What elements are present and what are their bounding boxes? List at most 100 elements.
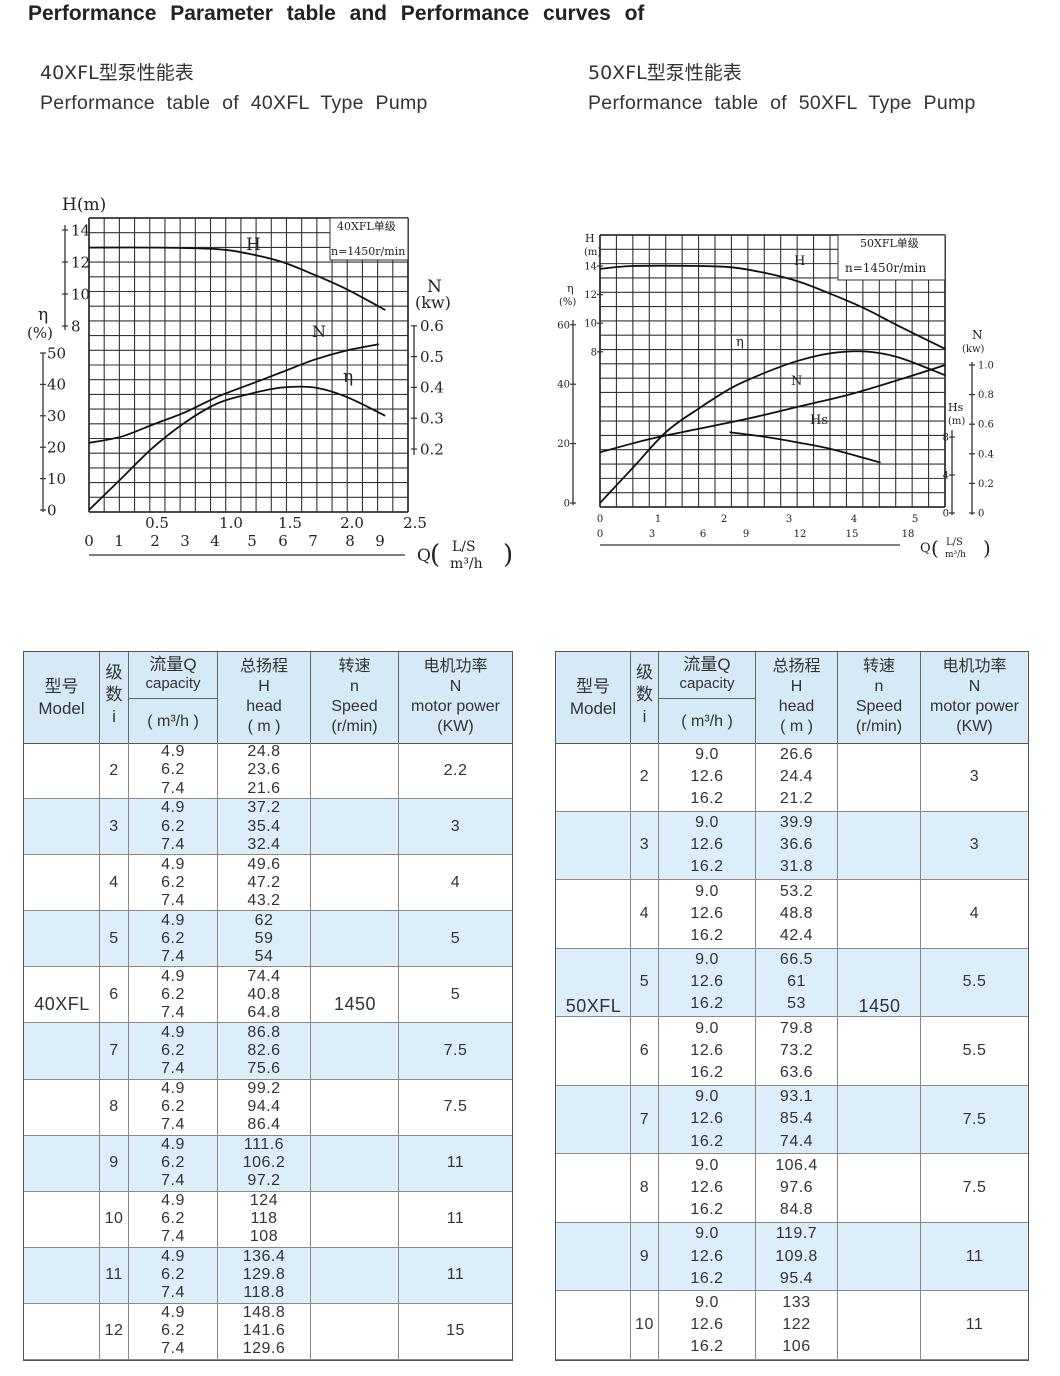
chart-50xfl: H (m) η (%) N (kw) Hs (m) 50XFL单级 n=1450r/min Hη N H… [557, 232, 994, 560]
capacity-value: 16.2 [690, 1132, 724, 1150]
head-value: 37.2 [247, 799, 281, 817]
stage-value: 2 [639, 767, 650, 785]
capacity-value: 7.4 [161, 1284, 185, 1302]
x-tick-label-m3h: 1 [114, 532, 124, 550]
head-value: 64.8 [247, 1003, 281, 1021]
chart-title: 40XFL单级 [337, 220, 396, 233]
power-value: 5.5 [962, 1041, 987, 1059]
head-cell: 111.6 106.2 97.2 [218, 1135, 311, 1191]
capacity-value: 7.4 [161, 947, 185, 965]
head-value: 24.4 [779, 767, 814, 785]
head-value: 148.8 [242, 1304, 286, 1322]
header-model: 型号 Model [556, 652, 631, 743]
x-tick-label-m3h: 8 [345, 532, 355, 550]
head-cell: 119.7 109.8 95.4 [756, 1222, 838, 1291]
capacity-cell: 4.9 6.2 7.4 [129, 1023, 218, 1079]
curve-label-h: H [794, 254, 805, 269]
tick-label-eta: 10 [47, 470, 66, 488]
tick-label-hs: 4 [943, 471, 949, 482]
stage-cell: 2 [100, 743, 129, 799]
stage-value: 6 [109, 985, 119, 1003]
model-name: 40XFL [34, 994, 90, 1014]
chart-subtitle: n=1450r/min [845, 261, 926, 275]
tick-label-n: 1.0 [978, 361, 994, 372]
capacity-cell: 9.0 12.6 16.2 [659, 1222, 756, 1291]
tick-label-n: 0.6 [978, 420, 994, 431]
head-cell: 133 122 106 [756, 1291, 838, 1359]
q-axis-label: Q [417, 546, 431, 566]
page-title: Performance Parameter table and Performa… [28, 2, 645, 25]
title-box [329, 217, 409, 261]
model-cell [556, 743, 631, 811]
capacity-cell: 4.9 6.2 7.4 [129, 911, 218, 967]
capacity-value: 12.6 [690, 1110, 724, 1128]
table-row: 4 9.0 12.6 16.2 53.2 48.8 42.4 4 [556, 880, 1028, 949]
stage-value: 7 [109, 1041, 119, 1059]
capacity-cell: 4.9 6.2 7.4 [129, 743, 218, 799]
head-value: 35.4 [247, 817, 281, 835]
n-axis-unit: (kw) [415, 293, 451, 312]
head-value: 86.4 [247, 1116, 281, 1134]
capacity-value: 7.4 [161, 1060, 185, 1078]
capacity-cell: 4.9 6.2 7.4 [129, 1079, 218, 1135]
speed-cell [311, 1135, 399, 1191]
table-row: 2 4.9 6.2 7.4 24.8 23.6 21.6 2.2 [24, 743, 512, 800]
capacity-cell: 4.9 6.2 7.4 [129, 799, 218, 855]
curve-eta [88, 385, 386, 511]
table-row: 3 4.9 6.2 7.4 37.2 35.4 32.4 3 [24, 799, 512, 856]
power-cell: 11 [921, 1291, 1028, 1359]
header-stage: 级数 i [100, 652, 129, 743]
stage-cell: 3 [100, 799, 129, 855]
h-axis-label: H [585, 232, 595, 245]
header-capacity: 流量Q capacity ( m³/h ) [129, 652, 218, 743]
tick-label-h: 8 [71, 317, 81, 335]
heading-40xfl-en: Performance table of 40XFL Type Pump [40, 92, 428, 114]
head-value: 109.8 [775, 1247, 818, 1265]
header-power-line: motor power [411, 698, 500, 715]
power-value: 7.5 [443, 1098, 468, 1116]
head-cell: 26.6 24.4 21.2 [756, 743, 838, 811]
curve-label-hs: Hs [810, 413, 828, 428]
model-cell [24, 1303, 100, 1359]
stage-value: 5 [109, 929, 119, 947]
head-cell: 99.2 94.4 86.4 [218, 1079, 311, 1135]
capacity-value: 16.2 [690, 789, 724, 807]
table-row: 6 4.9 6.2 7.4 74.4 40.8 64.8 5 [24, 967, 512, 1024]
tick-label-n: 0.8 [978, 390, 994, 401]
stage-cell: 6 [100, 967, 129, 1023]
stage-value: 11 [105, 1266, 123, 1284]
stage-value: 4 [109, 873, 119, 891]
header-power-line: N [968, 678, 981, 695]
power-cell: 7.5 [921, 1154, 1028, 1222]
curve-n [88, 343, 379, 444]
tick-label-hs: 0 [943, 509, 949, 520]
head-value: 32.4 [247, 835, 281, 853]
x-tick-label-ls: 2 [721, 514, 727, 525]
power-value: 2.2 [443, 761, 468, 779]
power-cell: 11 [399, 1136, 512, 1191]
speed-cell [311, 1079, 399, 1135]
capacity-value: 16.2 [690, 1064, 724, 1082]
stage-cell: 4 [631, 880, 659, 948]
x-tick-label-m3h: 7 [308, 532, 318, 550]
stage-value: 8 [639, 1179, 650, 1197]
capacity-cell: 9.0 12.6 16.2 [659, 1154, 756, 1222]
x-tick-label-m3h: 3 [180, 532, 190, 550]
capacity-cell: 9.0 12.6 16.2 [659, 811, 756, 880]
header-head-line: H [790, 678, 803, 695]
tick-label-n: 0 [978, 509, 984, 520]
curve-label-h: H [246, 235, 261, 255]
h-axis-label: H(m) [62, 195, 106, 215]
capacity-value: 4.9 [161, 1192, 185, 1210]
stage-value: 3 [639, 836, 650, 854]
table-row: 9 9.0 12.6 16.2 119.7 109.8 95.4 11 [556, 1222, 1028, 1292]
power-cell: 7.5 [399, 1023, 512, 1078]
power-value: 4 [969, 904, 980, 922]
capacity-value: 4.9 [161, 743, 185, 761]
table-row: 12 4.9 6.2 7.4 148.8 141.6 129.6 15 [24, 1303, 512, 1360]
tick-label-n: 0.3 [420, 409, 444, 427]
head-cell: 148.8 141.6 129.6 [218, 1303, 311, 1359]
capacity-cell: 9.0 12.6 16.2 [659, 1017, 756, 1085]
